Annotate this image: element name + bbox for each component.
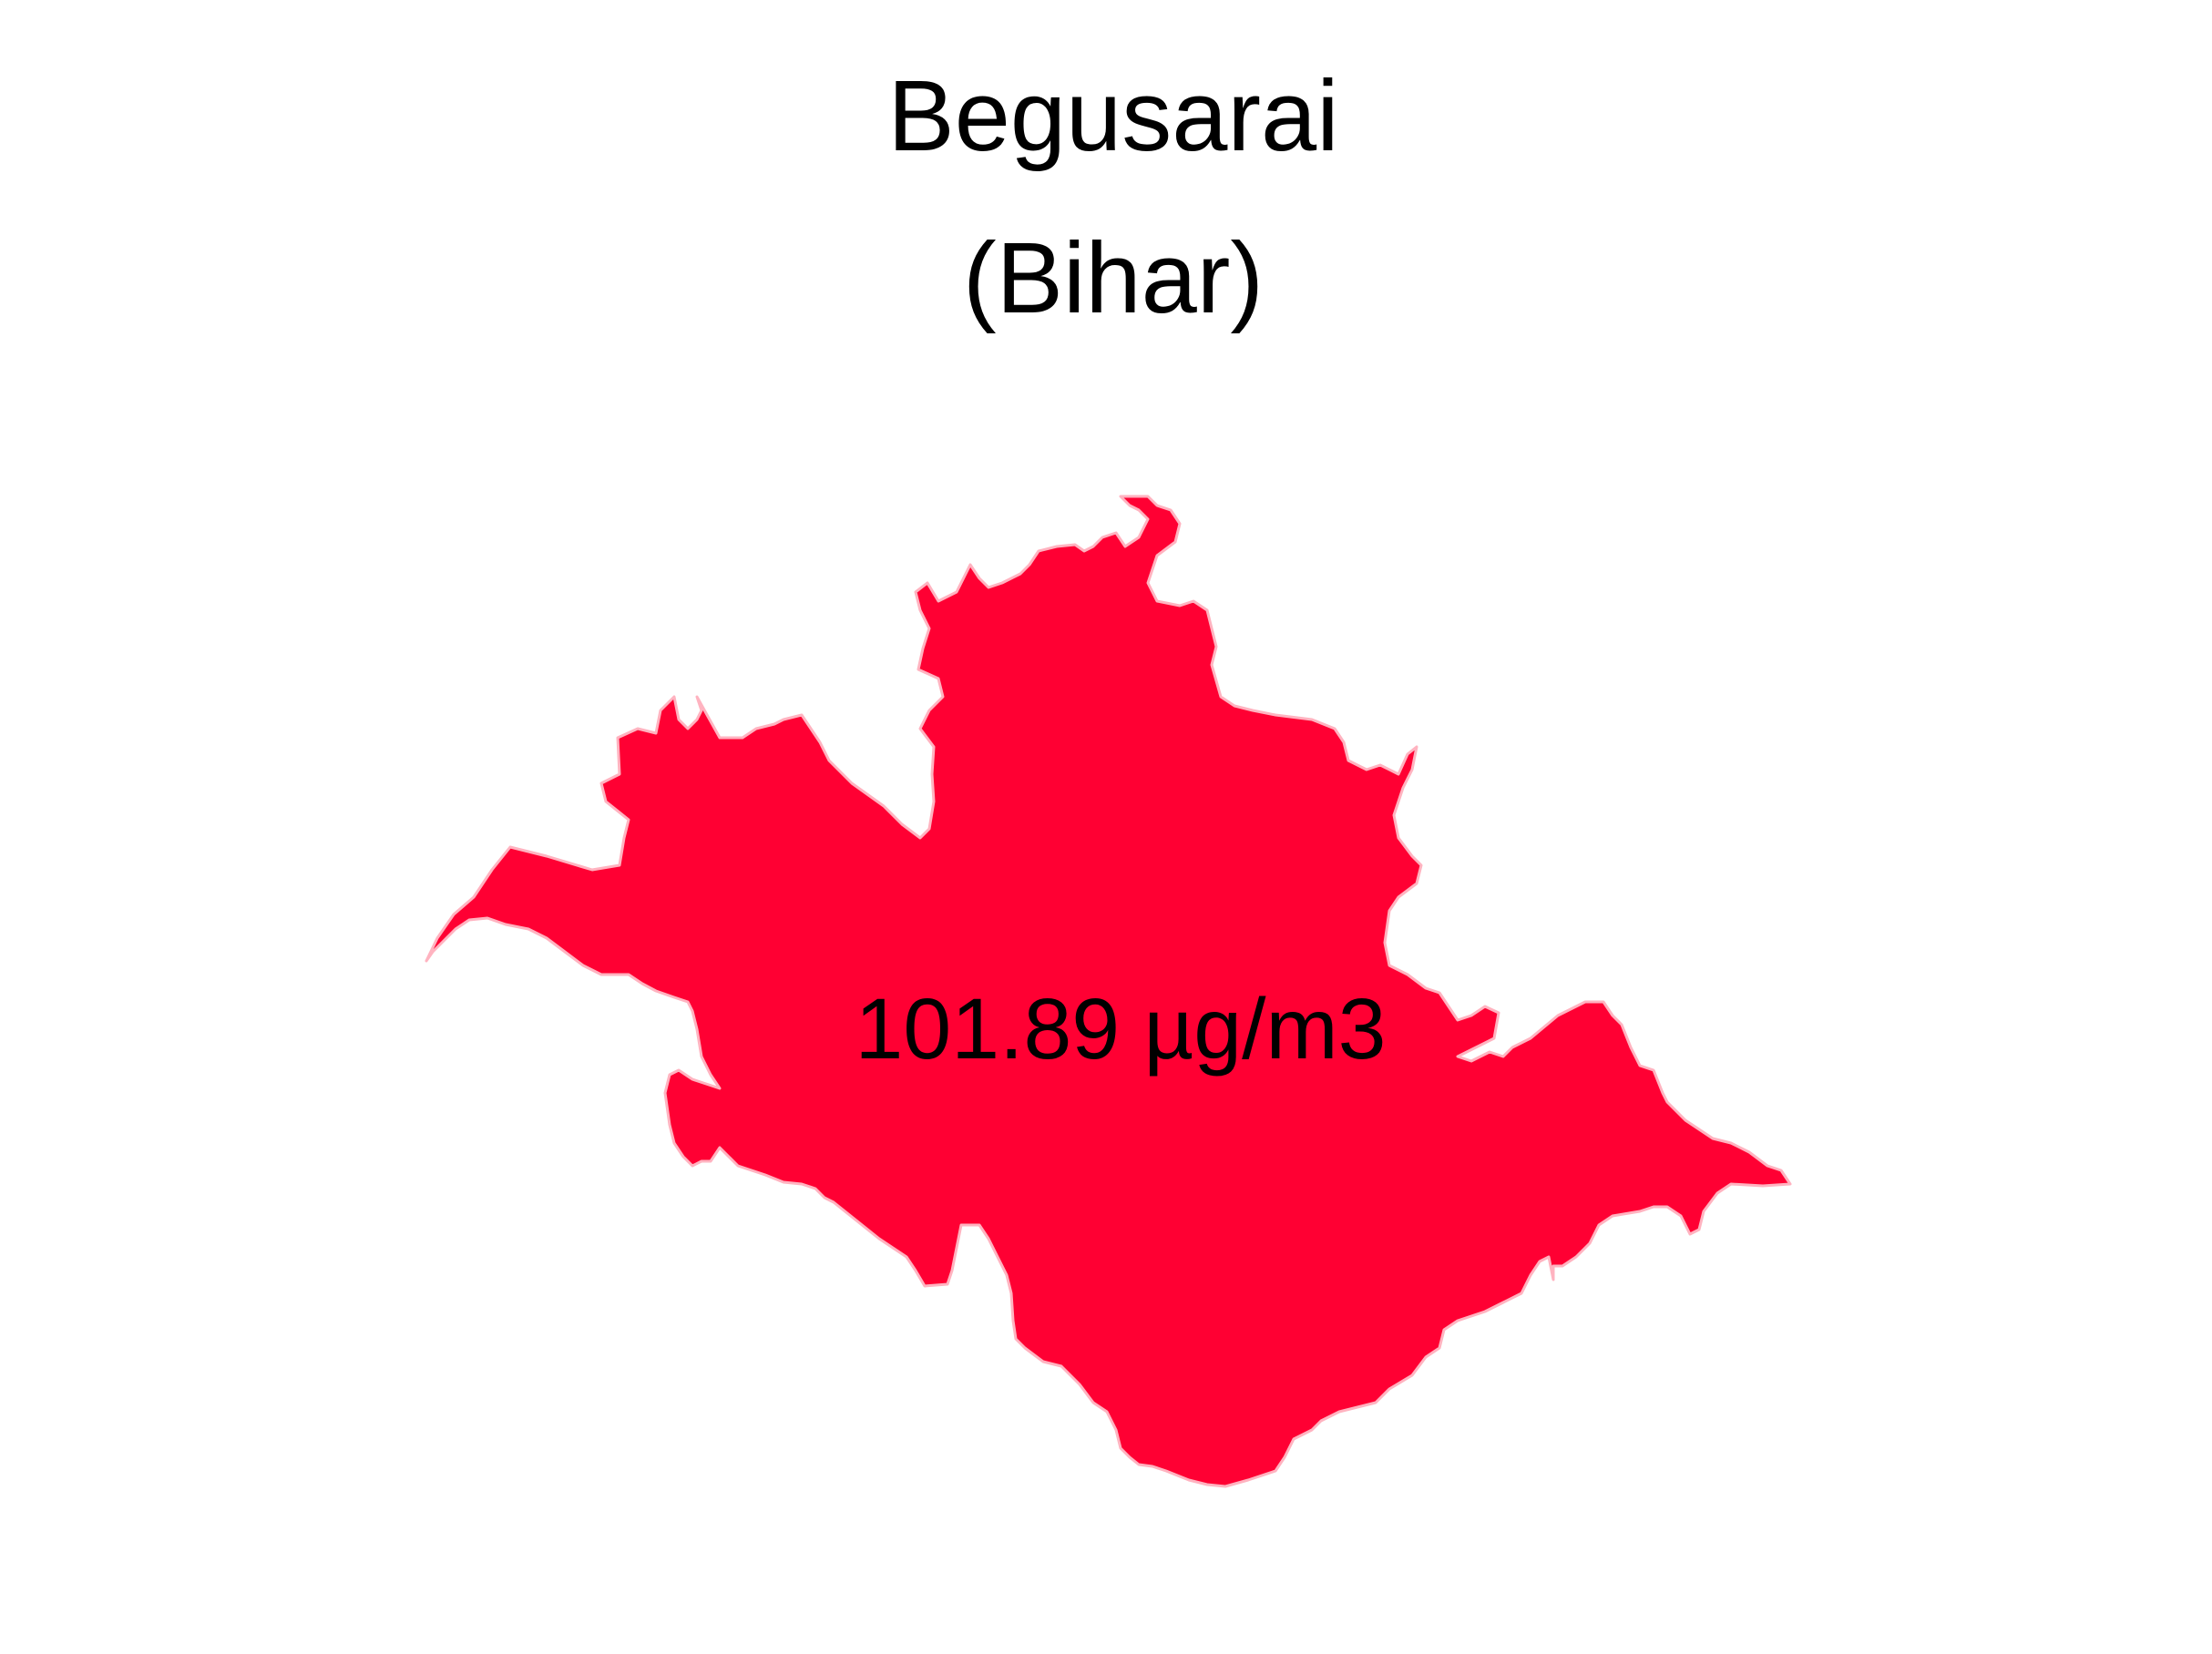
- pollution-value-label: 101.89 µg/m3: [855, 981, 1387, 1077]
- district-title: Begusarai: [887, 60, 1338, 172]
- district-boundary-shape: [425, 495, 1792, 1488]
- state-subtitle: (Bihar): [963, 222, 1264, 334]
